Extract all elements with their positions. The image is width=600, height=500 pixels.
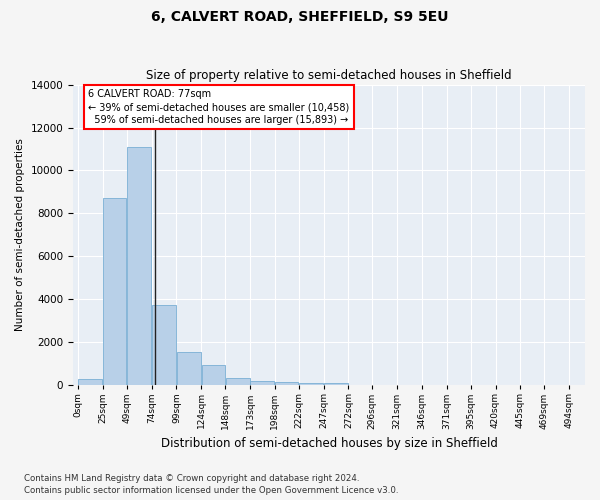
Bar <box>202 365 225 386</box>
X-axis label: Distribution of semi-detached houses by size in Sheffield: Distribution of semi-detached houses by … <box>161 437 497 450</box>
Bar <box>103 198 127 386</box>
Bar <box>275 382 298 386</box>
Text: Contains HM Land Registry data © Crown copyright and database right 2024.
Contai: Contains HM Land Registry data © Crown c… <box>24 474 398 495</box>
Title: Size of property relative to semi-detached houses in Sheffield: Size of property relative to semi-detach… <box>146 69 512 82</box>
Bar <box>250 381 274 386</box>
Bar <box>299 383 323 386</box>
Bar <box>177 352 201 386</box>
Text: 6 CALVERT ROAD: 77sqm
← 39% of semi-detached houses are smaller (10,458)
  59% o: 6 CALVERT ROAD: 77sqm ← 39% of semi-deta… <box>88 89 350 126</box>
Bar <box>324 383 348 386</box>
Y-axis label: Number of semi-detached properties: Number of semi-detached properties <box>15 138 25 332</box>
Bar <box>226 378 250 386</box>
Bar <box>152 305 176 386</box>
Text: 6, CALVERT ROAD, SHEFFIELD, S9 5EU: 6, CALVERT ROAD, SHEFFIELD, S9 5EU <box>151 10 449 24</box>
Bar <box>127 147 151 386</box>
Bar <box>79 379 103 386</box>
